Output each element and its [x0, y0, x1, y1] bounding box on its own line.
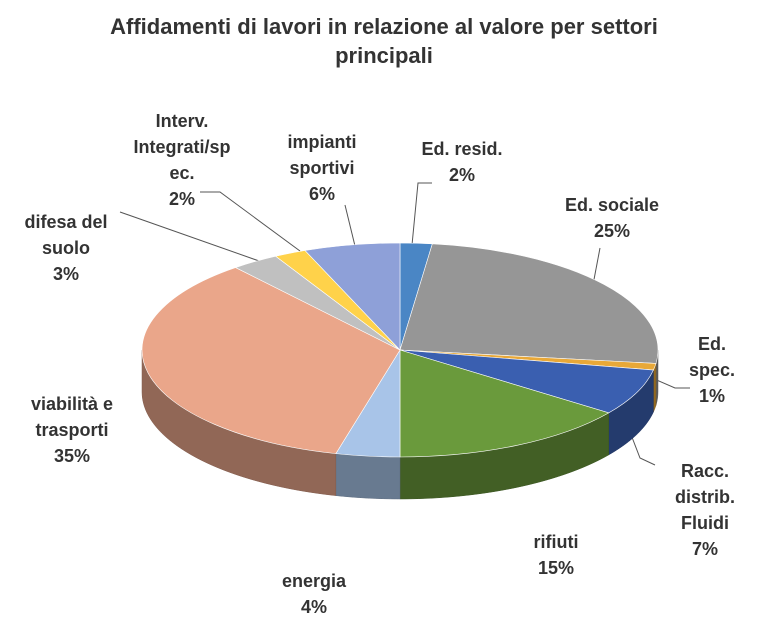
chart-title: Affidamenti di lavori in relazione al va… [110, 14, 658, 68]
leader-line [119, 211, 263, 263]
value-label: 25% [593, 221, 631, 241]
data-label: difesa del suolo 3% [24, 209, 107, 287]
value-label: 4% [300, 597, 327, 617]
value-label: 35% [53, 446, 91, 466]
data-label: Ed. sociale 25% [565, 192, 659, 244]
leader-line [411, 182, 432, 246]
data-label: Racc. distrib. Fluidi 7% [675, 458, 735, 562]
slice-side [653, 363, 657, 413]
category-label: Ed. spec. [688, 334, 736, 380]
value-label: 2% [168, 189, 196, 209]
category-label: Ed. resid. [421, 139, 503, 159]
side-walls [141, 349, 659, 500]
value-label: 3% [52, 264, 79, 284]
slice-side [335, 453, 401, 500]
value-label: 7% [691, 539, 719, 559]
data-label: impianti sportivi 6% [287, 129, 356, 207]
data-label: Interv. Integrati/sp ec. 2% [133, 108, 230, 212]
category-label: Racc. distrib. Fluidi [674, 461, 736, 533]
leader-line [651, 377, 690, 389]
leader-lines [119, 182, 690, 466]
leader-line [344, 204, 356, 247]
value-label: 6% [308, 184, 336, 204]
data-label: Ed. spec. 1% [684, 331, 740, 409]
slice [141, 267, 401, 454]
category-label: difesa del suolo [24, 212, 108, 258]
leader-line [200, 191, 301, 252]
slice [304, 242, 401, 351]
data-label: rifiuti 15% [534, 529, 579, 581]
category-label: viabilità e trasporti [30, 394, 114, 440]
category-label: energia [281, 571, 347, 591]
slice [399, 243, 659, 364]
leader-line [629, 431, 656, 466]
category-label: rifiuti [533, 532, 579, 552]
category-label: Interv. Integrati/sp ec. [133, 111, 231, 183]
data-label: energia 4% [282, 568, 346, 620]
top-faces [141, 242, 659, 458]
category-label: Ed. sociale [564, 195, 660, 215]
data-label: Ed. resid. 2% [421, 136, 502, 188]
value-label: 15% [537, 558, 575, 578]
slice [399, 349, 654, 414]
slice [399, 349, 610, 458]
category-label: impianti sportivi [287, 132, 357, 178]
data-label: viabilità e trasporti 35% [31, 391, 113, 469]
value-label: 1% [698, 386, 725, 406]
value-label: 2% [448, 165, 475, 185]
